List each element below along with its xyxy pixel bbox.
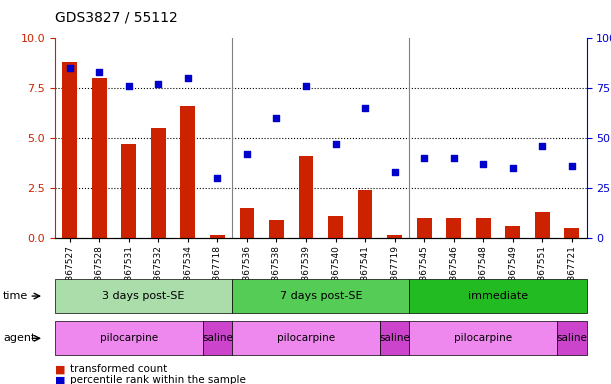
Bar [62,62,77,238]
Bar [210,235,225,238]
Point [124,83,134,89]
Text: time: time [3,291,28,301]
Text: pilocarpine: pilocarpine [454,333,512,343]
Bar [476,218,491,238]
Bar [240,208,254,238]
Bar [446,218,461,238]
Bar [269,220,284,238]
Text: pilocarpine: pilocarpine [277,333,335,343]
Text: percentile rank within the sample: percentile rank within the sample [70,375,246,384]
Text: pilocarpine: pilocarpine [100,333,158,343]
Text: 3 days post-SE: 3 days post-SE [103,291,185,301]
Text: saline: saline [379,333,410,343]
Bar [92,78,107,238]
Point [65,65,75,71]
Text: ■: ■ [55,375,65,384]
Point [153,81,163,88]
Point [94,69,104,75]
Text: immediate: immediate [468,291,528,301]
Point [183,75,193,81]
Bar [357,190,373,238]
Point [242,151,252,157]
Bar [417,218,431,238]
Point [538,143,547,149]
Bar [151,128,166,238]
Point [390,169,400,175]
Text: agent: agent [3,333,35,343]
Bar [505,226,520,238]
Bar [122,144,136,238]
Bar [565,228,579,238]
Point [213,175,222,181]
Text: transformed count: transformed count [70,364,167,374]
Point [331,141,340,147]
Text: GDS3827 / 55112: GDS3827 / 55112 [55,11,178,25]
Point [478,161,488,167]
Point [448,155,458,161]
Point [419,155,429,161]
Bar [180,106,196,238]
Point [567,163,577,169]
Text: saline: saline [557,333,587,343]
Point [360,105,370,111]
Text: saline: saline [202,333,233,343]
Point [508,165,518,171]
Bar [328,216,343,238]
Bar [535,212,550,238]
Text: ■: ■ [55,364,65,374]
Bar [299,156,313,238]
Point [301,83,311,89]
Point [271,115,281,121]
Bar [387,235,402,238]
Text: 7 days post-SE: 7 days post-SE [279,291,362,301]
